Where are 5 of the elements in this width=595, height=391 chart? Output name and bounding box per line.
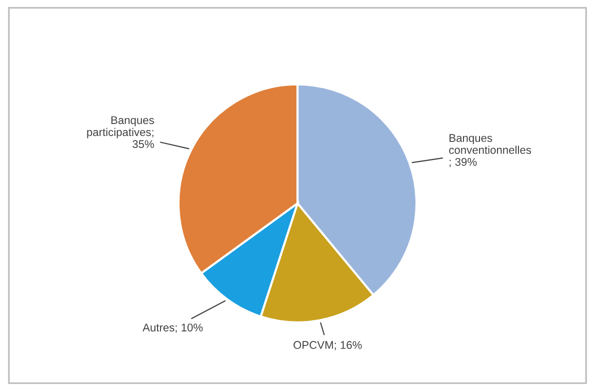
slice-label: Banques conventionnelles: [449, 134, 532, 154]
slice-label: Banques participatives; 35%: [87, 116, 154, 148]
slice-label: OPCVM; 16%: [294, 341, 362, 350]
data-label: ; 39%: [450, 158, 477, 168]
slice-label: Autres; 10%: [142, 324, 203, 333]
